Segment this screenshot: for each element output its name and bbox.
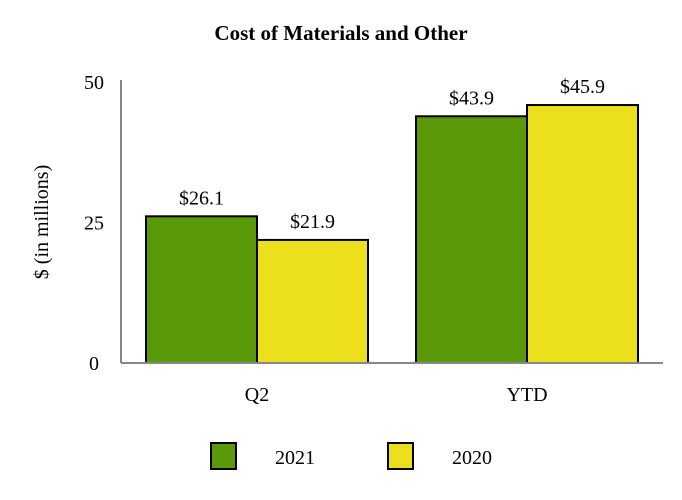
- category-label-ytd: YTD: [506, 384, 547, 406]
- data-label-q2-2021: $26.1: [179, 187, 224, 209]
- bar-labels-group: $26.1 $21.9 $43.9 $45.9: [179, 76, 605, 233]
- y-tick-label: 0: [89, 353, 99, 375]
- data-label-ytd-2020: $45.9: [560, 76, 605, 98]
- bar-q2-2020: [256, 238, 369, 364]
- legend-swatch-2020: [387, 442, 414, 470]
- legend-label-2020: 2020: [452, 447, 492, 469]
- y-tick-label: 50: [84, 72, 104, 94]
- data-label-ytd-2021: $43.9: [449, 87, 494, 109]
- legend-swatch-2021: [210, 442, 237, 470]
- bar-ytd-2020: [526, 104, 639, 365]
- bar-ytd-2021: [415, 115, 528, 364]
- bars-group: [145, 104, 639, 365]
- y-axis-ticks: 0 25 50: [84, 72, 104, 375]
- legend-label-2021: 2021: [275, 447, 315, 469]
- category-labels-group: Q2 YTD: [245, 384, 548, 406]
- data-label-q2-2020: $21.9: [290, 211, 335, 233]
- chart-title: Cost of Materials and Other: [214, 21, 467, 45]
- y-axis-label: $ (in millions): [31, 165, 53, 279]
- bar-q2-2021: [145, 215, 258, 364]
- category-label-q2: Q2: [245, 384, 269, 406]
- legend: 2021 2020: [210, 442, 492, 470]
- y-tick-label: 25: [84, 213, 104, 235]
